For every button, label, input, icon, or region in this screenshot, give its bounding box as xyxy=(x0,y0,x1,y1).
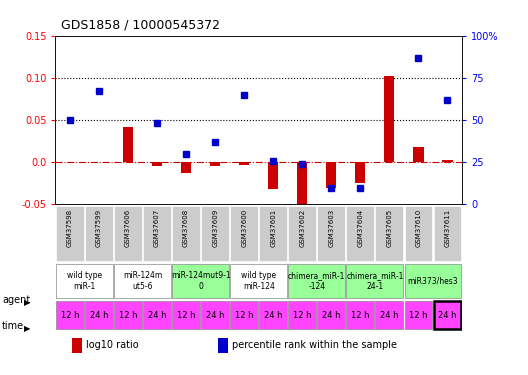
Text: ▶: ▶ xyxy=(24,298,31,307)
Bar xyxy=(404,301,432,329)
Text: 12 h: 12 h xyxy=(293,310,312,320)
Bar xyxy=(123,127,133,162)
Bar xyxy=(201,301,229,329)
Bar xyxy=(413,147,423,162)
Bar xyxy=(384,76,394,162)
Bar xyxy=(181,162,191,173)
Bar xyxy=(404,264,461,298)
Bar xyxy=(201,206,229,261)
Bar xyxy=(210,162,220,166)
Bar xyxy=(442,160,452,162)
Bar xyxy=(297,162,307,211)
Bar xyxy=(317,301,345,329)
Bar xyxy=(259,206,287,261)
Text: GSM37601: GSM37601 xyxy=(270,209,276,247)
Text: GSM37608: GSM37608 xyxy=(183,209,189,247)
Text: GSM37599: GSM37599 xyxy=(96,209,102,247)
Bar xyxy=(288,264,345,298)
Bar xyxy=(72,338,82,353)
Text: 24 h: 24 h xyxy=(148,310,166,320)
Bar xyxy=(114,301,142,329)
Bar xyxy=(259,301,287,329)
Text: 24 h: 24 h xyxy=(380,310,399,320)
Bar xyxy=(143,206,171,261)
Text: miR373/hes3: miR373/hes3 xyxy=(408,276,458,285)
Bar xyxy=(152,162,162,166)
Text: chimera_miR-1
24-1: chimera_miR-1 24-1 xyxy=(346,271,403,291)
Bar xyxy=(143,301,171,329)
Bar xyxy=(230,301,258,329)
Text: 12 h: 12 h xyxy=(177,310,195,320)
Bar xyxy=(172,206,200,261)
Text: log10 ratio: log10 ratio xyxy=(86,340,138,351)
Bar xyxy=(114,206,142,261)
Text: GSM37611: GSM37611 xyxy=(445,209,450,247)
Text: miR-124mut9-1
0: miR-124mut9-1 0 xyxy=(171,271,230,291)
Text: GSM37603: GSM37603 xyxy=(328,209,334,247)
Text: wild type
miR-124: wild type miR-124 xyxy=(241,271,276,291)
Bar xyxy=(346,206,374,261)
Bar xyxy=(230,264,287,298)
Bar xyxy=(288,206,316,261)
Text: percentile rank within the sample: percentile rank within the sample xyxy=(232,340,397,351)
Bar xyxy=(375,301,403,329)
Bar xyxy=(172,264,229,298)
Text: GSM37602: GSM37602 xyxy=(299,209,305,247)
Bar xyxy=(346,301,374,329)
Text: miR-124m
ut5-6: miR-124m ut5-6 xyxy=(123,271,162,291)
Bar xyxy=(85,206,113,261)
Bar xyxy=(433,301,461,329)
Bar xyxy=(172,301,200,329)
Text: ▶: ▶ xyxy=(24,324,31,333)
Bar xyxy=(317,206,345,261)
Bar xyxy=(375,206,403,261)
Text: GSM37600: GSM37600 xyxy=(241,209,247,247)
Text: GDS1858 / 10000545372: GDS1858 / 10000545372 xyxy=(61,18,220,31)
Text: GSM37606: GSM37606 xyxy=(125,209,131,247)
Bar xyxy=(346,264,403,298)
Bar xyxy=(288,301,316,329)
Text: 12 h: 12 h xyxy=(119,310,137,320)
Text: 12 h: 12 h xyxy=(409,310,428,320)
Bar xyxy=(404,206,432,261)
Text: GSM37609: GSM37609 xyxy=(212,209,218,247)
Bar xyxy=(56,206,84,261)
Text: 12 h: 12 h xyxy=(351,310,370,320)
Bar xyxy=(114,264,171,298)
Text: 24 h: 24 h xyxy=(264,310,282,320)
Bar xyxy=(355,162,365,183)
Bar xyxy=(218,338,228,353)
Bar xyxy=(433,206,461,261)
Text: 12 h: 12 h xyxy=(235,310,253,320)
Text: 12 h: 12 h xyxy=(61,310,79,320)
Bar xyxy=(56,264,113,298)
Text: 24 h: 24 h xyxy=(322,310,341,320)
Bar xyxy=(268,162,278,189)
Bar xyxy=(56,301,84,329)
Text: GSM37604: GSM37604 xyxy=(357,209,363,247)
Bar xyxy=(326,162,336,188)
Text: GSM37605: GSM37605 xyxy=(386,209,392,247)
Text: 24 h: 24 h xyxy=(206,310,224,320)
Text: 24 h: 24 h xyxy=(438,310,457,320)
Bar xyxy=(230,206,258,261)
Bar xyxy=(85,301,113,329)
Text: chimera_miR-1
-124: chimera_miR-1 -124 xyxy=(288,271,345,291)
Text: time: time xyxy=(2,321,24,331)
Text: 24 h: 24 h xyxy=(90,310,108,320)
Text: GSM37607: GSM37607 xyxy=(154,209,160,247)
Text: wild type
miR-1: wild type miR-1 xyxy=(67,271,102,291)
Text: agent: agent xyxy=(2,295,31,305)
Text: GSM37598: GSM37598 xyxy=(67,209,73,247)
Bar xyxy=(239,162,249,165)
Text: GSM37610: GSM37610 xyxy=(416,209,421,247)
